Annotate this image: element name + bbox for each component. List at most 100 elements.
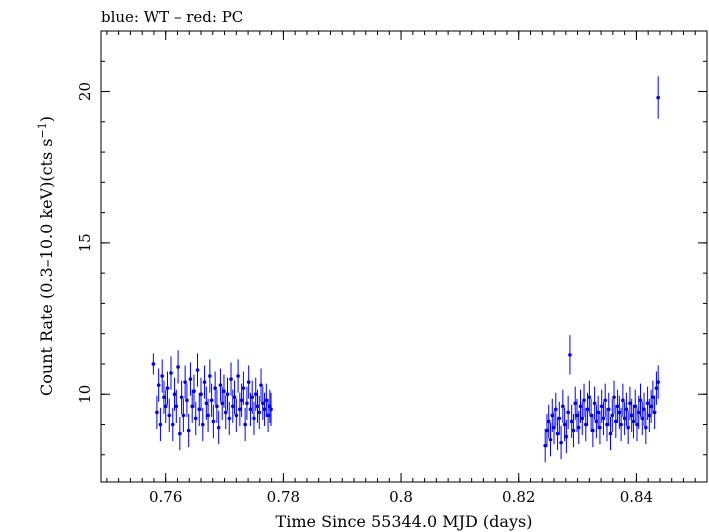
data-point bbox=[155, 395, 159, 430]
point-marker bbox=[628, 401, 632, 406]
point-marker bbox=[193, 416, 198, 421]
point-marker bbox=[619, 422, 623, 427]
data-point bbox=[569, 404, 574, 439]
data-point bbox=[202, 365, 207, 399]
point-marker bbox=[626, 425, 630, 430]
point-marker bbox=[236, 374, 240, 378]
data-point bbox=[628, 386, 632, 420]
point-marker bbox=[229, 377, 233, 381]
data-point bbox=[252, 401, 256, 436]
data-point bbox=[243, 407, 247, 442]
data-point bbox=[250, 380, 255, 414]
data-point bbox=[606, 392, 611, 427]
data-point bbox=[621, 383, 625, 417]
data-point bbox=[204, 386, 209, 420]
data-point bbox=[598, 410, 602, 445]
point-marker bbox=[220, 401, 224, 406]
y-tick-labels: 10 15 20 bbox=[76, 82, 94, 404]
data-point bbox=[640, 401, 645, 436]
data-point bbox=[156, 368, 161, 402]
x-axis-title: Time Since 55344.0 MJD (days) bbox=[276, 512, 533, 531]
data-point bbox=[617, 395, 622, 430]
point-marker bbox=[160, 374, 164, 378]
point-marker bbox=[601, 416, 606, 421]
data-point bbox=[199, 377, 203, 411]
point-marker bbox=[555, 431, 560, 436]
x-tick-label: 0.8 bbox=[389, 488, 413, 506]
data-point bbox=[151, 353, 156, 375]
data-point bbox=[162, 380, 166, 414]
point-marker bbox=[622, 416, 627, 421]
point-marker bbox=[592, 401, 597, 406]
data-point bbox=[576, 410, 581, 445]
point-marker bbox=[636, 410, 641, 415]
point-marker bbox=[548, 437, 553, 442]
point-marker bbox=[550, 413, 555, 418]
data-point bbox=[253, 377, 258, 411]
axis-ticks bbox=[101, 30, 708, 482]
point-marker bbox=[165, 386, 170, 390]
data-point bbox=[225, 377, 230, 411]
data-point bbox=[186, 413, 191, 448]
point-marker bbox=[241, 386, 246, 390]
data-point bbox=[163, 389, 168, 423]
point-marker bbox=[647, 413, 652, 418]
point-marker bbox=[252, 416, 256, 421]
point-marker bbox=[557, 416, 562, 421]
data-point bbox=[230, 389, 235, 423]
data-point bbox=[257, 395, 262, 430]
data-point bbox=[220, 386, 224, 420]
point-marker bbox=[188, 377, 193, 381]
data-point bbox=[174, 389, 179, 423]
data-point bbox=[555, 416, 560, 451]
point-marker bbox=[186, 428, 191, 433]
data-points bbox=[151, 76, 660, 463]
data-point bbox=[193, 401, 198, 436]
point-marker bbox=[199, 392, 203, 397]
point-marker bbox=[635, 422, 639, 427]
point-marker bbox=[621, 398, 625, 403]
data-point bbox=[649, 389, 653, 423]
data-point bbox=[181, 398, 186, 433]
data-point bbox=[239, 383, 244, 417]
data-point bbox=[259, 368, 263, 402]
point-marker bbox=[553, 407, 558, 412]
point-marker bbox=[162, 395, 166, 400]
point-marker bbox=[576, 425, 581, 430]
data-point bbox=[562, 407, 567, 442]
data-point bbox=[255, 389, 260, 423]
data-point bbox=[195, 353, 200, 387]
data-point bbox=[580, 401, 585, 436]
data-point bbox=[631, 404, 636, 439]
data-point bbox=[642, 392, 646, 427]
point-marker bbox=[178, 431, 182, 436]
point-marker bbox=[255, 404, 260, 409]
point-marker bbox=[227, 416, 232, 421]
point-marker bbox=[183, 380, 187, 384]
point-marker bbox=[571, 428, 576, 433]
x-tick-label: 0.76 bbox=[149, 488, 182, 506]
data-point bbox=[269, 392, 273, 427]
point-marker bbox=[209, 398, 214, 403]
data-point bbox=[160, 359, 164, 393]
point-marker bbox=[543, 443, 548, 448]
point-marker bbox=[614, 419, 618, 424]
point-marker bbox=[250, 395, 255, 400]
data-point bbox=[236, 359, 240, 393]
data-point bbox=[170, 407, 175, 442]
data-point bbox=[216, 410, 221, 445]
point-marker bbox=[181, 413, 186, 418]
point-marker bbox=[633, 404, 638, 409]
data-point bbox=[571, 413, 576, 448]
data-point bbox=[559, 426, 563, 460]
point-marker bbox=[211, 419, 216, 424]
data-point bbox=[619, 407, 623, 442]
point-marker bbox=[631, 419, 636, 424]
data-point bbox=[209, 383, 214, 417]
point-marker bbox=[262, 407, 267, 412]
data-point bbox=[197, 392, 202, 427]
point-marker bbox=[225, 392, 230, 397]
point-marker bbox=[253, 392, 258, 397]
point-marker bbox=[218, 383, 223, 387]
data-point bbox=[612, 380, 616, 414]
